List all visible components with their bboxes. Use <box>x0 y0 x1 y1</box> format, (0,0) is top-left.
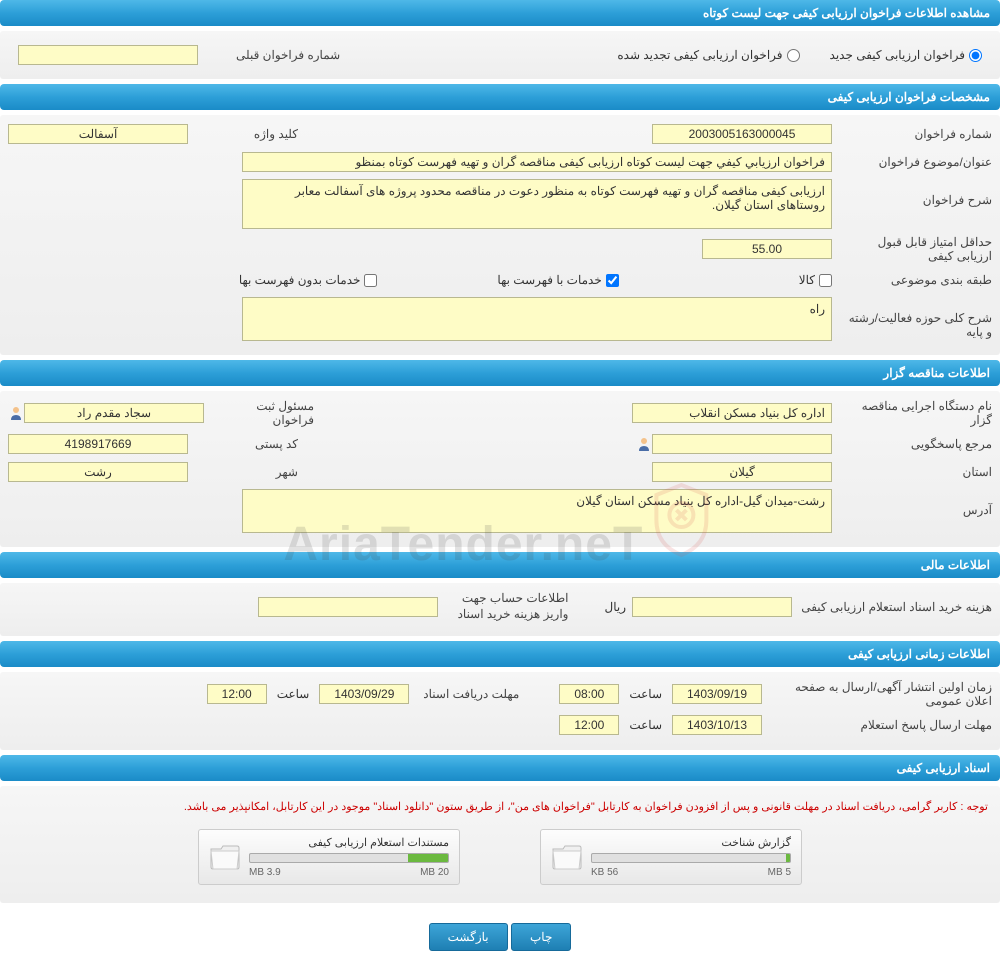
keyword-value: آسفالت <box>8 124 188 144</box>
publish-label: زمان اولین انتشار آگهی/ارسال به صفحه اعل… <box>762 680 992 708</box>
cat-without-price[interactable]: خدمات بدون فهرست بها <box>239 273 378 287</box>
publish-date: 1403/09/19 <box>672 684 762 704</box>
cat-with-price-input[interactable] <box>606 274 619 287</box>
file1-name: گزارش شناخت <box>591 836 791 849</box>
file2-bar <box>249 853 449 863</box>
file1-used: 56 KB <box>591 867 618 878</box>
cat-without-price-label: خدمات بدون فهرست بها <box>239 273 361 287</box>
receive-label: مهلت دریافت اسناد <box>409 687 519 701</box>
response-label: مهلت ارسال پاسخ استعلام <box>762 718 992 732</box>
radio-renewed-input[interactable] <box>787 49 800 62</box>
postal-value: 4198917669 <box>8 434 188 454</box>
financial-header: اطلاعات مالی <box>0 552 1000 578</box>
responder-label: مرجع پاسخگویی <box>832 437 992 451</box>
radio-new-label: فراخوان ارزیابی کیفی جدید <box>830 48 965 62</box>
prev-number-label: شماره فراخوان قبلی <box>228 48 340 62</box>
cat-with-price-label: خدمات با فهرست بها <box>497 273 601 287</box>
cat-goods-label: کالا <box>799 273 815 287</box>
file-box-2[interactable]: مستندات استعلام ارزیابی کیفی 20 MB 3.9 MB <box>198 829 460 885</box>
time-word-2: ساعت <box>267 687 320 701</box>
file2-name: مستندات استعلام ارزیابی کیفی <box>249 836 449 849</box>
city-label: شهر <box>188 465 298 479</box>
activity-label: شرح کلی حوزه فعالیت/رشته و پایه <box>832 297 992 339</box>
registrar-value: سجاد مقدم راد <box>24 403 204 423</box>
account-label: اطلاعات حساب جهت واریز هزینه خرید اسناد <box>438 591 568 622</box>
cost-value <box>632 597 792 617</box>
response-time: 12:00 <box>559 715 619 735</box>
tender-header: اطلاعات مناقصه گزار <box>0 360 1000 386</box>
account-value <box>258 597 438 617</box>
org-label: نام دستگاه اجرایی مناقصه گزار <box>832 399 992 427</box>
back-button[interactable]: بازگشت <box>429 923 508 951</box>
spec-header: مشخصات فراخوان ارزیابی کیفی <box>0 84 1000 110</box>
postal-label: کد پستی <box>188 437 298 451</box>
publish-time: 08:00 <box>559 684 619 704</box>
time-word-3: ساعت <box>619 718 672 732</box>
cat-goods-input[interactable] <box>819 274 832 287</box>
cost-label: هزینه خرید اسناد استعلام ارزیابی کیفی <box>792 600 992 614</box>
person-icon <box>8 405 24 421</box>
desc-value: ارزیابی کیفی مناقصه گران و تهیه فهرست کو… <box>242 179 832 229</box>
response-date: 1403/10/13 <box>672 715 762 735</box>
file1-bar <box>591 853 791 863</box>
file2-total: 20 MB <box>420 867 449 878</box>
receive-date: 1403/09/29 <box>319 684 409 704</box>
number-value: 2003005163000045 <box>652 124 832 144</box>
folder-icon <box>551 843 583 871</box>
currency-label: ریال <box>598 600 632 614</box>
number-label: شماره فراخوان <box>832 127 992 141</box>
cat-goods[interactable]: کالا <box>799 273 832 287</box>
radio-new[interactable]: فراخوان ارزیابی کیفی جدید <box>830 48 982 62</box>
cat-with-price[interactable]: خدمات با فهرست بها <box>497 273 618 287</box>
activity-value: راه <box>242 297 832 341</box>
keyword-label: کلید واژه <box>188 127 298 141</box>
time-header: اطلاعات زمانی ارزیابی کیفی <box>0 641 1000 667</box>
radio-renewed[interactable]: فراخوان ارزیابی کیفی تجدید شده <box>617 48 799 62</box>
city-value: رشت <box>8 462 188 482</box>
province-label: استان <box>832 465 992 479</box>
cat-without-price-input[interactable] <box>364 274 377 287</box>
registrar-label: مسئول ثبت فراخوان <box>204 399 314 427</box>
time-word-1: ساعت <box>619 687 672 701</box>
file1-total: 5 MB <box>768 867 791 878</box>
desc-label: شرح فراخوان <box>832 179 992 207</box>
docs-header: اسناد ارزیابی کیفی <box>0 755 1000 781</box>
person-icon <box>636 436 652 452</box>
org-value: اداره کل بنیاد مسکن انقلاب <box>632 403 832 423</box>
file2-used: 3.9 MB <box>249 867 281 878</box>
radio-new-input[interactable] <box>969 49 982 62</box>
min-score-value: 55.00 <box>702 239 832 259</box>
category-label: طبقه بندی موضوعی <box>832 273 992 287</box>
title-label: عنوان/موضوع فراخوان <box>832 155 992 169</box>
folder-icon <box>209 843 241 871</box>
address-label: آدرس <box>832 489 992 517</box>
main-header: مشاهده اطلاعات فراخوان ارزیابی کیفی جهت … <box>0 0 1000 26</box>
min-score-label: حداقل امتیاز قابل قبول ارزیابی کیفی <box>832 235 992 263</box>
address-value: رشت-میدان گیل-اداره کل بنیاد مسکن استان … <box>242 489 832 533</box>
file-box-1[interactable]: گزارش شناخت 5 MB 56 KB <box>540 829 802 885</box>
responder-value <box>652 434 832 454</box>
radio-renewed-label: فراخوان ارزیابی کیفی تجدید شده <box>617 48 782 62</box>
title-value: فراخوان ارزیابي کیفي جهت لیست کوتاه ارزی… <box>242 152 832 172</box>
print-button[interactable]: چاپ <box>511 923 571 951</box>
docs-warning: توجه : کاربر گرامی، دریافت اسناد در مهلت… <box>8 794 992 819</box>
prev-number-value <box>18 45 198 65</box>
receive-time: 12:00 <box>207 684 267 704</box>
province-value: گیلان <box>652 462 832 482</box>
